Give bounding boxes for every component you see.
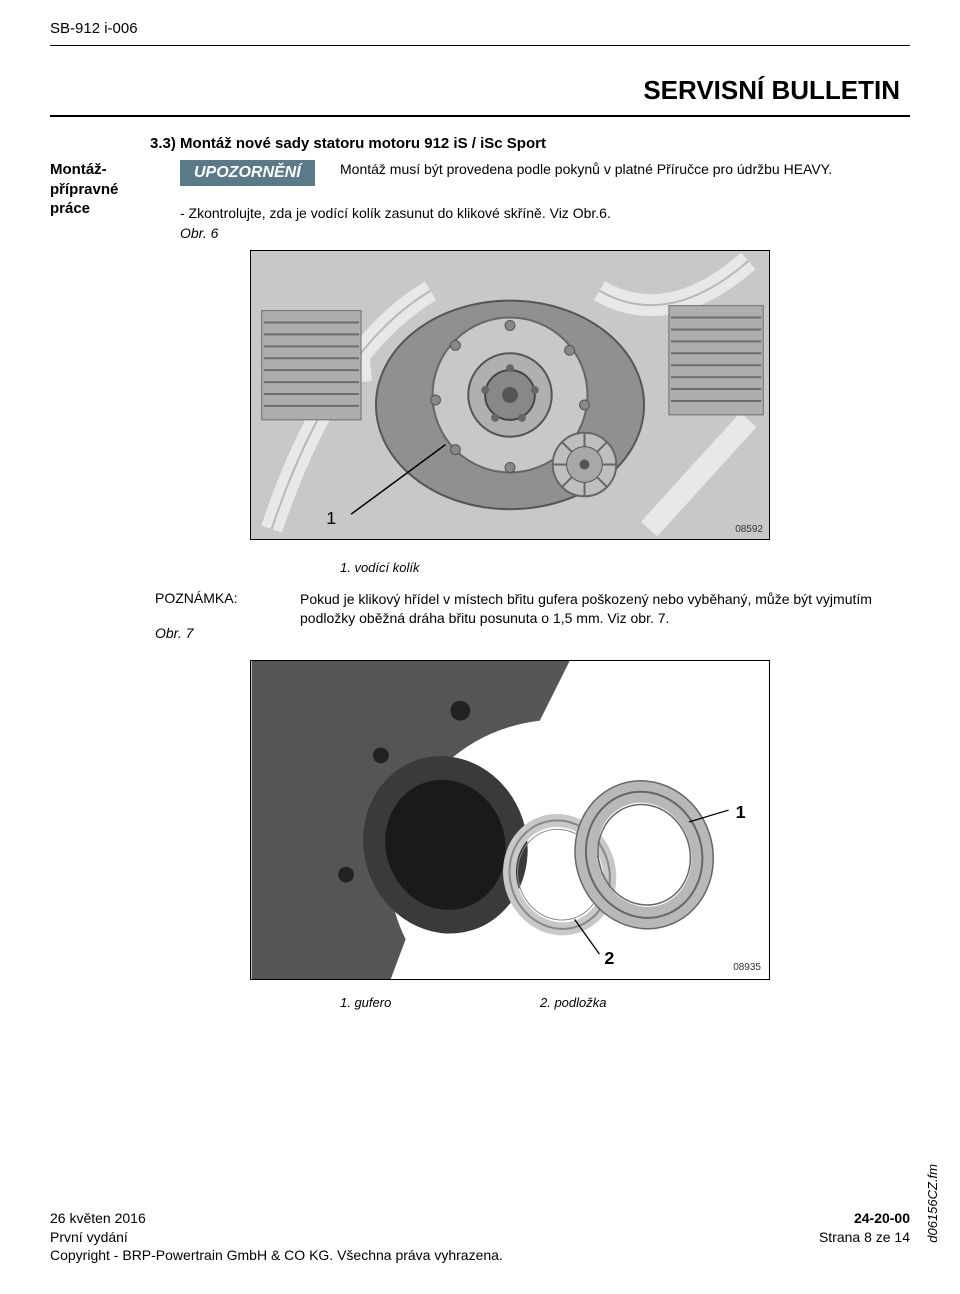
- header-divider: [50, 45, 910, 46]
- check-instruction: - Zkontrolujte, zda je vodící kolík zasu…: [180, 205, 900, 221]
- notice-text: Montáž musí být provedena podle pokynů v…: [340, 160, 900, 179]
- figure-6-label: Obr. 6: [180, 225, 218, 241]
- figure-6-legend: 1. vodící kolík: [340, 560, 419, 575]
- figure-7-label: Obr. 7: [155, 625, 193, 641]
- seal-illustration: 1 2: [251, 661, 769, 979]
- section-heading: 3.3) Montáž nové sady statoru motoru 912…: [150, 135, 546, 152]
- footer-section-code: 24-20-00: [819, 1209, 910, 1227]
- document-id: SB-912 i-006: [50, 20, 138, 37]
- figure-6-content: 1 08592: [251, 251, 769, 539]
- notice-badge: UPOZORNĚNÍ: [180, 160, 315, 186]
- footer-date: 26 květen 2016: [50, 1209, 503, 1227]
- footer: 26 květen 2016 První vydání Copyright - …: [50, 1209, 910, 1264]
- footer-left: 26 květen 2016 První vydání Copyright - …: [50, 1209, 503, 1264]
- footer-edition: První vydání: [50, 1228, 503, 1246]
- figure-7-legend-1: 1. gufero: [340, 995, 391, 1010]
- engine-illustration: 1: [251, 251, 769, 539]
- figure-6-code: 08592: [735, 524, 763, 535]
- figure-7: 1 2 08935: [250, 660, 770, 980]
- section-number: 3.3): [150, 135, 176, 152]
- footer-page: Strana 8 ze 14: [819, 1228, 910, 1246]
- svg-text:2: 2: [604, 948, 614, 968]
- title-divider: [50, 115, 910, 117]
- note-text: Pokud je klikový hřídel v místech břitu …: [300, 590, 900, 628]
- figure-7-legend-2: 2. podložka: [540, 995, 607, 1010]
- svg-text:1: 1: [736, 802, 746, 822]
- page: SB-912 i-006 SERVISNÍ BULLETIN 3.3) Mont…: [0, 0, 960, 1294]
- footer-copyright: Copyright - BRP-Powertrain GmbH & CO KG.…: [50, 1246, 503, 1264]
- document-title: SERVISNÍ BULLETIN: [643, 75, 900, 106]
- figure-7-code: 08935: [733, 962, 761, 973]
- figure-6: 1 08592: [250, 250, 770, 540]
- margin-label: Montáž- přípravné práce: [50, 160, 150, 219]
- svg-text:1: 1: [326, 508, 336, 528]
- section-title: Montáž nové sady statoru motoru 912 iS /…: [180, 135, 546, 152]
- figure-7-content: 1 2 08935: [251, 661, 769, 979]
- footer-right: 24-20-00 Strana 8 ze 14: [819, 1209, 910, 1245]
- note-label: POZNÁMKA:: [155, 590, 237, 606]
- side-file-code: d06156CZ.fm: [925, 1164, 940, 1243]
